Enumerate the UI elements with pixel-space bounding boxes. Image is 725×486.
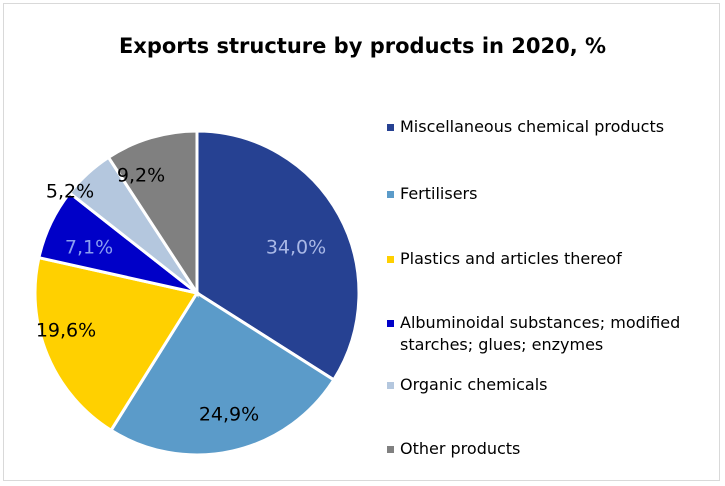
legend-label-5: Other products xyxy=(400,439,521,458)
legend-swatch-4 xyxy=(387,382,394,389)
slice-value-label-0: 34,0% xyxy=(266,237,326,259)
chart-frame: Exports structure by products in 2020, %… xyxy=(3,3,720,481)
pie-chart: 34,0% 24,9% 19,6% 7,1% 5,2% 9,2% xyxy=(33,129,361,457)
legend-label-4: Organic chemicals xyxy=(400,375,548,394)
legend-label-0: Miscellaneous chemical products xyxy=(400,117,665,136)
pie-slice-5 xyxy=(106,129,199,299)
legend-label-3: Albuminoidal substances; modified starch… xyxy=(400,313,681,354)
legend-label-2: Plastics and articles thereof xyxy=(400,249,622,268)
legend-item-2: Plastics and articles thereof xyxy=(387,248,717,270)
legend-item-5: Other products xyxy=(387,438,717,460)
slice-value-label-4: 5,2% xyxy=(46,181,94,203)
slice-value-label-1: 24,9% xyxy=(199,404,259,426)
legend-swatch-0 xyxy=(387,124,394,131)
pie-slice-1 xyxy=(108,290,336,457)
legend-swatch-3 xyxy=(387,320,394,327)
legend-item-1: Fertilisers xyxy=(387,183,717,205)
legend-item-3: Albuminoidal substances; modified starch… xyxy=(387,312,717,356)
slice-value-label-2: 19,6% xyxy=(36,320,96,342)
legend-item-4: Organic chemicals xyxy=(387,374,717,396)
legend-label-1: Fertilisers xyxy=(400,184,478,203)
legend-swatch-5 xyxy=(387,446,394,453)
pie-slice-2 xyxy=(33,255,200,433)
legend-swatch-2 xyxy=(387,256,394,263)
legend-swatch-1 xyxy=(387,191,394,198)
legend-item-0: Miscellaneous chemical products xyxy=(387,116,717,138)
slice-value-label-3: 7,1% xyxy=(65,237,113,259)
slice-value-label-5: 9,2% xyxy=(117,165,165,187)
chart-title: Exports structure by products in 2020, % xyxy=(118,34,607,58)
